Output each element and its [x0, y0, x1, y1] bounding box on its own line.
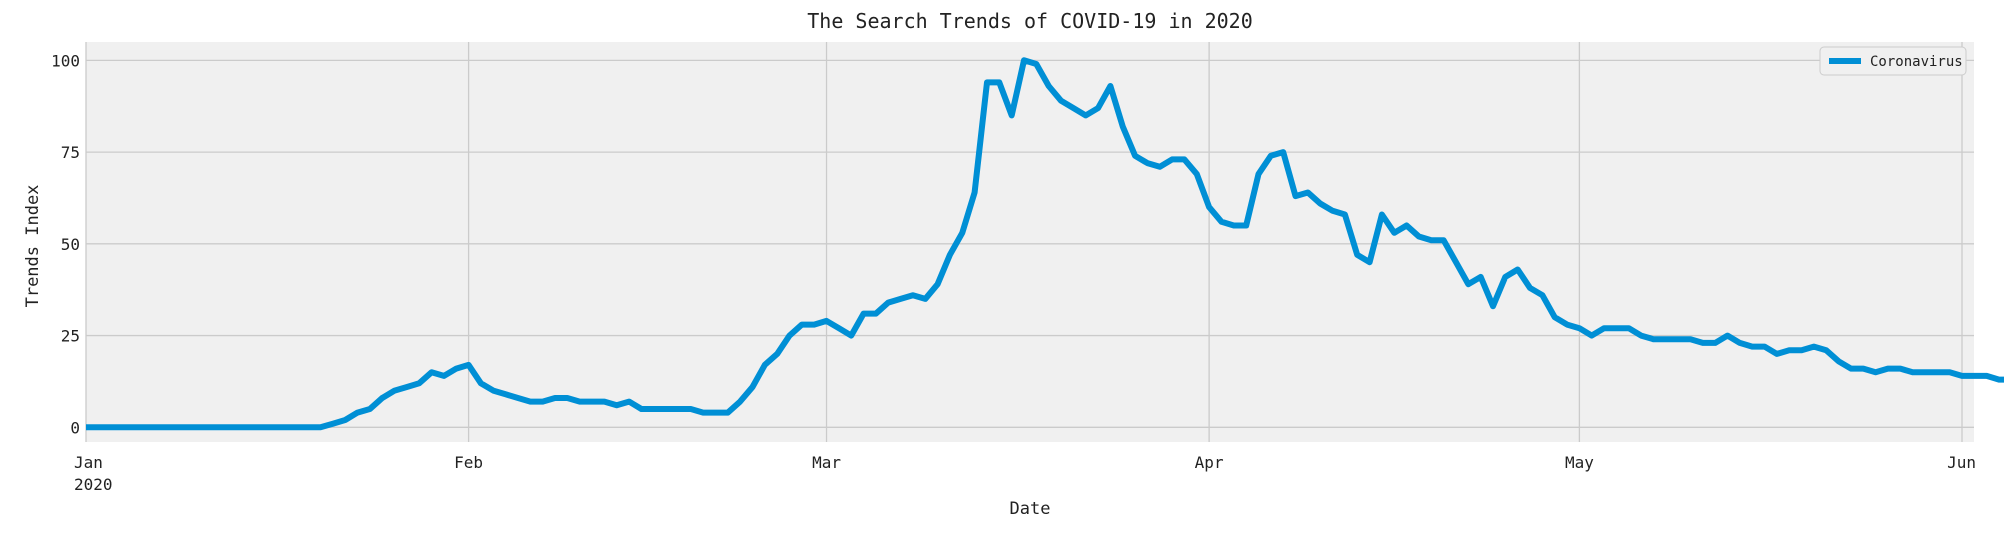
plot-area [86, 42, 1974, 442]
y-tick-label-0: 0 [70, 418, 80, 437]
y-tick-label-50: 50 [61, 235, 80, 254]
x-tick-label-feb: Feb [454, 453, 483, 472]
x-tick-labels: Jan 2020 Feb Mar Apr May Jun [74, 453, 1976, 494]
y-tick-label-25: 25 [61, 327, 80, 346]
x-axis-label: Date [1010, 499, 1051, 519]
legend-label-coronavirus: Coronavirus [1870, 54, 1963, 70]
series-line-coronavirus [86, 57, 2004, 431]
x-tick-label-jun: Jun [1947, 453, 1976, 472]
series-layer [86, 57, 2004, 431]
y-tick-label-75: 75 [61, 143, 80, 162]
x-tick-label-may: May [1565, 453, 1594, 472]
y-gridlines [86, 59, 1974, 428]
legend-box [1819, 46, 1967, 76]
y-tick-labels: 0 25 50 75 100 [51, 51, 80, 437]
x-tick-sublabel-year: 2020 [74, 475, 113, 494]
x-tick-label-jan: Jan [74, 453, 103, 472]
x-tick-label-apr: Apr [1195, 453, 1224, 472]
x-tick-label-mar: Mar [812, 453, 841, 472]
chart-title: The Search Trends of COVID-19 in 2020 [807, 9, 1253, 33]
y-axis-label: Trends Index [23, 185, 43, 308]
legend: Coronavirus [1819, 46, 1967, 76]
y-tick-label-100: 100 [51, 51, 80, 70]
